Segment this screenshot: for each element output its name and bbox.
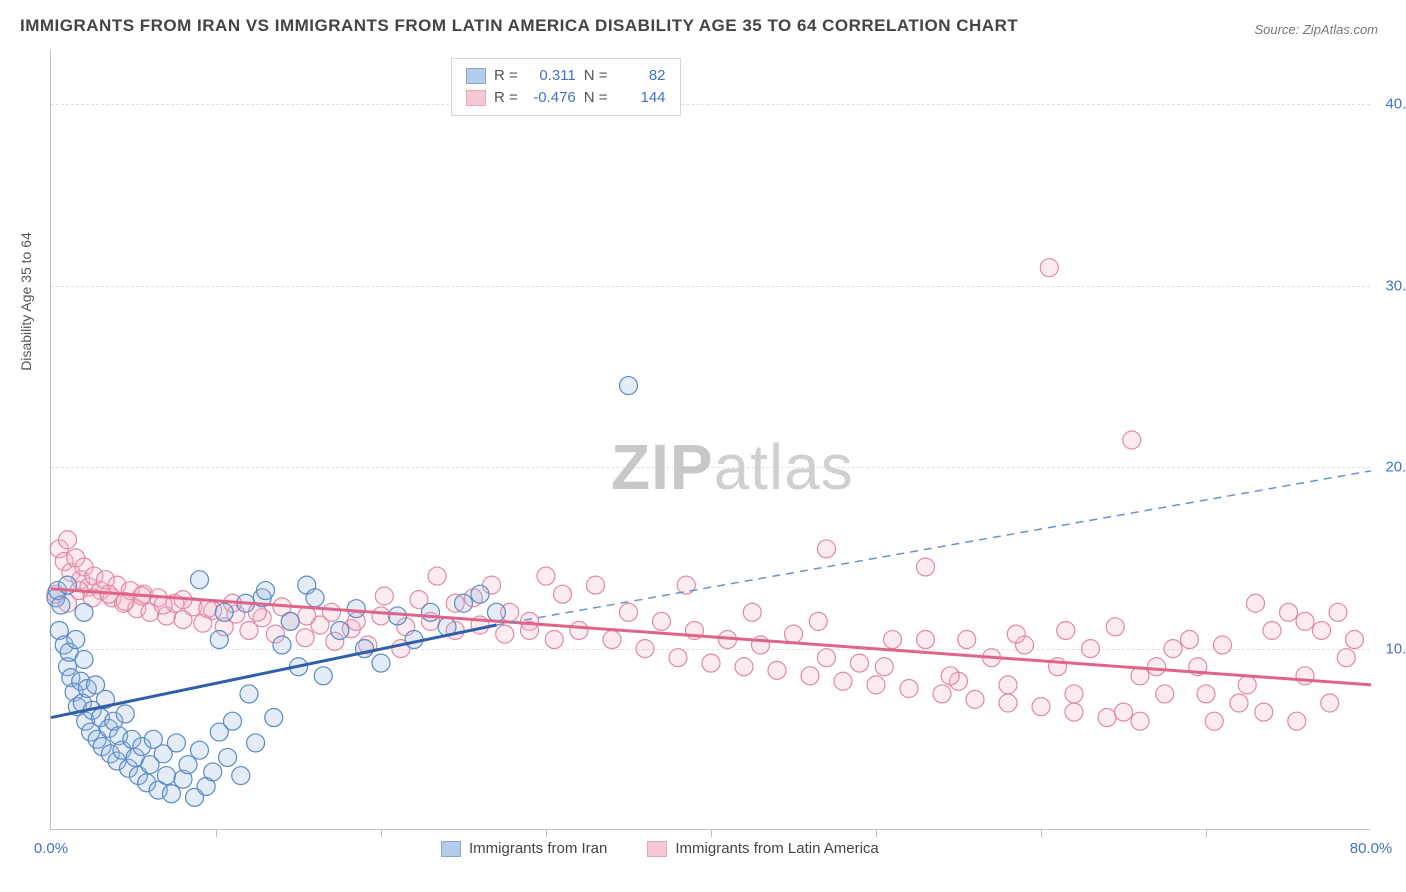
- legend-label-latin: Immigrants from Latin America: [675, 840, 878, 857]
- legend-swatch-latin: [647, 841, 667, 857]
- legend-item-latin: Immigrants from Latin America: [647, 840, 878, 857]
- y-tick-label: 10.0%: [1385, 640, 1406, 657]
- legend-swatch-iran: [441, 841, 461, 857]
- plot-area: ZIPatlas R = 0.311 N = 82 R = -0.476 N =…: [50, 50, 1370, 830]
- legend-label-iran: Immigrants from Iran: [469, 840, 607, 857]
- y-axis-title: Disability Age 35 to 64: [18, 232, 34, 371]
- series-legend: Immigrants from Iran Immigrants from Lat…: [441, 840, 879, 857]
- scatter-chart: [51, 50, 1370, 829]
- x-tick-label: 80.0%: [1350, 840, 1393, 857]
- y-tick-label: 20.0%: [1385, 459, 1406, 476]
- y-tick-label: 30.0%: [1385, 277, 1406, 294]
- y-tick-label: 40.0%: [1385, 96, 1406, 113]
- x-tick-label: 0.0%: [34, 840, 68, 857]
- chart-title: IMMIGRANTS FROM IRAN VS IMMIGRANTS FROM …: [20, 16, 1018, 36]
- source-attribution: Source: ZipAtlas.com: [1254, 22, 1378, 37]
- legend-item-iran: Immigrants from Iran: [441, 840, 607, 857]
